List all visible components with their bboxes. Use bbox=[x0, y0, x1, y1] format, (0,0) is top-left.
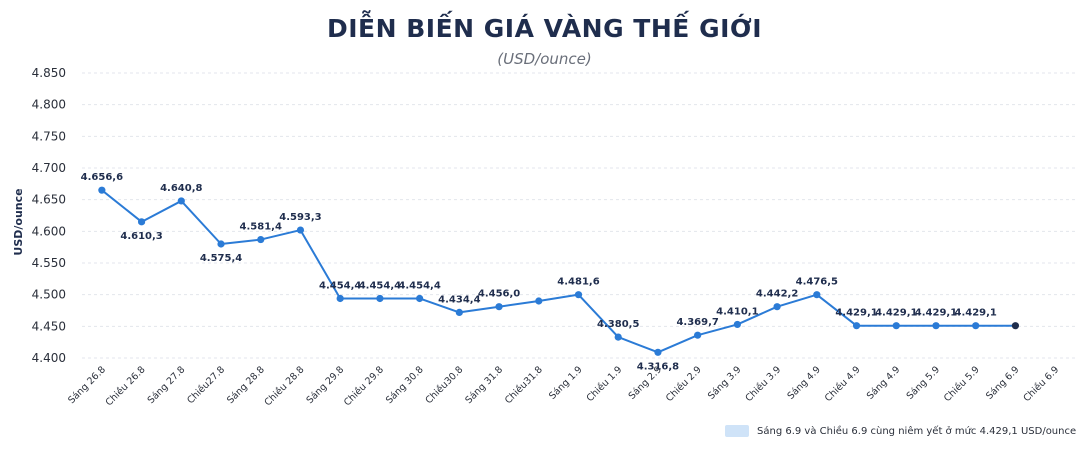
x-tick-label: Chiều 6.9 bbox=[1021, 364, 1061, 404]
x-tick-label: Chiều 5.9 bbox=[942, 364, 982, 404]
data-point bbox=[892, 322, 900, 330]
data-label: 4.610,3 bbox=[120, 231, 162, 242]
x-tick-label: Sáng 5.9 bbox=[905, 364, 942, 401]
x-tick-label: Sáng 1.9 bbox=[547, 364, 584, 401]
data-label: 4.369,7 bbox=[676, 317, 718, 328]
x-tick-label: Chiều 4.9 bbox=[823, 364, 863, 404]
data-point bbox=[217, 240, 225, 248]
x-tick-label: Sáng 4.9 bbox=[865, 364, 902, 401]
data-point bbox=[614, 333, 622, 341]
data-label: 4.316,8 bbox=[637, 361, 679, 372]
x-tick-label: Chiều27.8 bbox=[185, 364, 227, 406]
data-label: 4.575,4 bbox=[200, 253, 242, 264]
data-label: 4.429,1 bbox=[835, 308, 877, 319]
data-label: 4.640,8 bbox=[160, 183, 202, 194]
data-point bbox=[455, 308, 463, 316]
x-tick-label: Sáng 29.8 bbox=[305, 364, 347, 406]
data-point bbox=[574, 291, 583, 299]
x-tick-label: Sáng 3.9 bbox=[706, 364, 743, 401]
data-label: 4.476,5 bbox=[796, 277, 838, 288]
data-label: 4.481,6 bbox=[557, 277, 599, 288]
data-label: 4.581,4 bbox=[240, 222, 282, 233]
data-point bbox=[654, 348, 662, 356]
x-tick-label: Chiều 26.8 bbox=[104, 364, 148, 408]
data-point bbox=[296, 226, 305, 234]
y-tick-label: 4.600 bbox=[32, 224, 66, 238]
x-tick-label: Chiều 28.8 bbox=[262, 364, 306, 408]
data-label: 4.434,4 bbox=[438, 294, 480, 305]
y-axis: 4.400 4.450 4.500 4.550 4.600 4.650 4.700 4.750… bbox=[32, 66, 66, 365]
data-point bbox=[972, 322, 980, 330]
y-axis-label: USD/ounce bbox=[12, 188, 25, 255]
data-point bbox=[1011, 322, 1020, 330]
x-tick-label: Sáng 28.8 bbox=[225, 364, 267, 406]
series-line bbox=[101, 189, 1016, 354]
data-label: 4.454,4 bbox=[359, 280, 401, 291]
chart-subtitle: (USD/ounce) bbox=[497, 50, 592, 68]
chart-title: DIỄN BIẾN GIÁ VÀNG THẾ GIỚI bbox=[326, 14, 763, 43]
legend: Sáng 6.9 và Chiều 6.9 cùng niêm yết ở mứ… bbox=[725, 423, 1076, 439]
data-label: 4.442,2 bbox=[756, 289, 798, 300]
y-tick-label: 4.650 bbox=[32, 193, 66, 207]
data-label: 4.454,4 bbox=[319, 280, 361, 291]
y-tick-label: 4.800 bbox=[32, 98, 66, 112]
data-label: 4.410,1 bbox=[716, 306, 758, 317]
data-label: 4.454,4 bbox=[398, 280, 440, 291]
data-label: 4.429,1 bbox=[915, 308, 957, 319]
data-point bbox=[733, 320, 741, 329]
x-tick-label: Sáng 4.9 bbox=[785, 364, 822, 401]
y-tick-label: 4.700 bbox=[32, 161, 66, 175]
data-point bbox=[336, 294, 344, 303]
data-label: 4.380,5 bbox=[597, 319, 639, 330]
data-label: 4.429,1 bbox=[875, 308, 917, 319]
data-label: 4.593,3 bbox=[279, 212, 321, 223]
legend-label: Sáng 6.9 và Chiều 6.9 cùng niêm yết ở mứ… bbox=[757, 425, 1077, 437]
data-label: 4.456,0 bbox=[478, 289, 520, 300]
x-tick-label: Chiều31.8 bbox=[503, 364, 545, 406]
data-point bbox=[852, 322, 861, 330]
data-point bbox=[694, 331, 702, 339]
x-tick-label: Sáng 31.8 bbox=[463, 364, 505, 406]
data-point bbox=[773, 303, 781, 311]
data-point bbox=[177, 197, 185, 205]
x-tick-label: Sáng 27.8 bbox=[146, 364, 188, 406]
data-point bbox=[98, 186, 106, 194]
y-tick-label: 4.450 bbox=[32, 319, 66, 333]
legend-swatch bbox=[725, 425, 749, 437]
data-label: 4.429,1 bbox=[955, 308, 997, 319]
y-tick-label: 4.550 bbox=[32, 256, 66, 270]
data-point bbox=[137, 218, 146, 226]
x-tick-label: Chiều30.8 bbox=[424, 364, 466, 406]
data-point bbox=[376, 294, 384, 303]
y-tick-label: 4.400 bbox=[32, 351, 66, 365]
x-tick-label: Sáng 26.8 bbox=[66, 364, 108, 406]
data-point bbox=[813, 291, 821, 299]
series-layer bbox=[98, 186, 1020, 356]
data-point bbox=[416, 294, 424, 303]
data-point bbox=[257, 235, 265, 244]
x-tick-label: Chiều 29.8 bbox=[342, 364, 386, 408]
x-tick-label: Sáng 6.9 bbox=[984, 364, 1021, 401]
y-tick-label: 4.850 bbox=[32, 66, 66, 80]
data-labels: 4.656,6 4.610,3 4.640,8 4.575,4 4.581,44.593… bbox=[81, 172, 997, 372]
x-tick-label: Sáng 30.8 bbox=[384, 364, 426, 406]
y-tick-label: 4.750 bbox=[32, 129, 66, 143]
y-tick-label: 4.500 bbox=[32, 288, 66, 302]
data-point bbox=[932, 322, 940, 330]
data-label: 4.656,6 bbox=[81, 172, 123, 183]
x-tick-label: Chiều 1.9 bbox=[585, 364, 625, 404]
data-point bbox=[535, 297, 543, 305]
x-tick-label: Chiều 3.9 bbox=[743, 364, 783, 404]
data-point bbox=[495, 303, 503, 311]
